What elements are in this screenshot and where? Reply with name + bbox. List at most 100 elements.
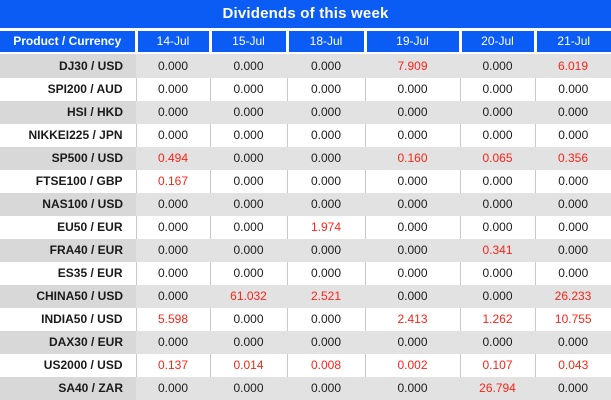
table-row: DAX30 / EUR 0.000 0.000 0.000 0.000 0.000 0.00… bbox=[0, 330, 611, 354]
dividend-value-cell: 0.000 bbox=[210, 100, 287, 124]
product-currency-cell: CHINA50 / USD bbox=[0, 284, 136, 308]
column-header-row: Product / Currency 14-Jul 15-Jul 18-Jul 19-… bbox=[0, 29, 611, 54]
product-currency-cell: NIKKEI225 / JPN bbox=[0, 123, 136, 147]
column-header-date: 14-Jul bbox=[134, 29, 210, 54]
dividend-value-cell: 0.000 bbox=[365, 284, 460, 308]
dividend-value-cell: 0.000 bbox=[535, 192, 611, 216]
dividend-value-cell: 0.000 bbox=[364, 261, 460, 285]
table-row: EU50 / EUR 0.000 0.000 1.974 0.000 0.000 0.000 bbox=[0, 215, 611, 239]
dividend-value-cell: 0.000 bbox=[535, 238, 611, 262]
table-body: DJ30 / USD 0.000 0.000 0.000 7.909 0.000 6.019… bbox=[0, 53, 611, 400]
dividend-value-cell: 0.000 bbox=[136, 376, 210, 400]
dividend-value-cell: 0.167 bbox=[135, 169, 210, 193]
dividend-value-cell: 0.000 bbox=[534, 215, 611, 239]
dividend-value-cell: 26.233 bbox=[535, 284, 611, 308]
dividend-value-cell: 0.065 bbox=[460, 146, 535, 170]
dividend-value-cell: 0.137 bbox=[135, 353, 210, 377]
dividend-value-cell: 26.794 bbox=[460, 376, 535, 400]
product-currency-cell: NAS100 / USD bbox=[0, 192, 136, 216]
dividend-value-cell: 0.000 bbox=[287, 192, 365, 216]
dividend-value-cell: 0.000 bbox=[534, 261, 611, 285]
dividend-value-cell: 0.000 bbox=[135, 77, 210, 101]
dividend-value-cell: 0.000 bbox=[365, 192, 460, 216]
table-title: Dividends of this week bbox=[0, 0, 611, 31]
table-row: FRA40 / EUR 0.000 0.000 0.000 0.000 0.341 0.00… bbox=[0, 238, 611, 262]
product-currency-cell: SA40 / ZAR bbox=[0, 376, 136, 400]
dividend-value-cell: 7.909 bbox=[365, 53, 460, 78]
dividend-value-cell: 0.000 bbox=[460, 53, 535, 78]
dividend-value-cell: 0.000 bbox=[209, 123, 287, 147]
dividend-value-cell: 0.000 bbox=[136, 192, 210, 216]
dividend-value-cell: 0.000 bbox=[460, 284, 535, 308]
dividend-value-cell: 0.000 bbox=[459, 169, 535, 193]
product-currency-cell: INDIA50 / USD bbox=[0, 307, 136, 331]
dividend-value-cell: 0.000 bbox=[534, 169, 611, 193]
dividend-value-cell: 0.000 bbox=[534, 77, 611, 101]
table-row: SPI200 / AUD 0.000 0.000 0.000 0.000 0.000 0.0… bbox=[0, 77, 611, 101]
product-currency-cell: SPI200 / AUD bbox=[0, 77, 136, 101]
dividend-value-cell: 0.000 bbox=[364, 169, 460, 193]
product-currency-cell: FRA40 / EUR bbox=[0, 238, 136, 262]
dividend-value-cell: 0.000 bbox=[286, 77, 365, 101]
dividend-value-cell: 5.598 bbox=[135, 307, 210, 331]
dividend-value-cell: 2.413 bbox=[364, 307, 460, 331]
dividend-value-cell: 0.000 bbox=[210, 238, 287, 262]
dividend-value-cell: 0.494 bbox=[136, 146, 210, 170]
dividend-value-cell: 1.974 bbox=[286, 215, 365, 239]
column-header-product-currency: Product / Currency bbox=[0, 29, 136, 54]
table-row: SA40 / ZAR 0.000 0.000 0.000 0.000 26.794 0.00… bbox=[0, 376, 611, 400]
table-row: CHINA50 / USD 0.000 61.032 2.521 0.000 0.000 2… bbox=[0, 284, 611, 308]
dividend-value-cell: 0.000 bbox=[287, 238, 365, 262]
dividend-value-cell: 0.000 bbox=[459, 123, 535, 147]
dividend-value-cell: 0.000 bbox=[460, 192, 535, 216]
column-header-date: 19-Jul bbox=[363, 29, 460, 54]
dividend-value-cell: 0.000 bbox=[287, 146, 365, 170]
dividend-value-cell: 0.002 bbox=[364, 353, 460, 377]
product-currency-cell: US2000 / USD bbox=[0, 353, 136, 377]
column-header-date: 18-Jul bbox=[285, 29, 365, 54]
dividend-value-cell: 2.521 bbox=[287, 284, 365, 308]
dividend-value-cell: 0.000 bbox=[460, 330, 535, 354]
dividend-value-cell: 0.000 bbox=[365, 376, 460, 400]
table-row: FTSE100 / GBP 0.167 0.000 0.000 0.000 0.000 0.… bbox=[0, 169, 611, 193]
dividend-value-cell: 0.000 bbox=[287, 330, 365, 354]
dividend-value-cell: 0.000 bbox=[135, 261, 210, 285]
dividend-value-cell: 6.019 bbox=[535, 53, 611, 78]
dividend-value-cell: 0.000 bbox=[136, 100, 210, 124]
dividend-value-cell: 0.000 bbox=[459, 215, 535, 239]
dividend-value-cell: 0.000 bbox=[460, 100, 535, 124]
dividend-value-cell: 0.000 bbox=[365, 238, 460, 262]
dividend-value-cell: 0.000 bbox=[135, 123, 210, 147]
dividend-value-cell: 0.000 bbox=[364, 77, 460, 101]
table-row: DJ30 / USD 0.000 0.000 0.000 7.909 0.000 6.019 bbox=[0, 53, 611, 78]
dividend-value-cell: 0.000 bbox=[136, 53, 210, 78]
dividend-value-cell: 0.160 bbox=[365, 146, 460, 170]
dividend-value-cell: 0.043 bbox=[534, 353, 611, 377]
dividend-value-cell: 0.000 bbox=[287, 100, 365, 124]
dividend-value-cell: 0.000 bbox=[459, 261, 535, 285]
dividend-value-cell: 0.000 bbox=[136, 238, 210, 262]
dividend-value-cell: 0.000 bbox=[210, 53, 287, 78]
dividend-value-cell: 0.356 bbox=[535, 146, 611, 170]
product-currency-cell: DJ30 / USD bbox=[0, 53, 136, 78]
product-currency-cell: ES35 / EUR bbox=[0, 261, 136, 285]
table-row: INDIA50 / USD 5.598 0.000 0.000 2.413 1.262 10… bbox=[0, 307, 611, 331]
dividend-value-cell: 0.000 bbox=[287, 376, 365, 400]
dividend-value-cell: 10.755 bbox=[534, 307, 611, 331]
dividend-value-cell: 0.000 bbox=[535, 100, 611, 124]
column-header-date: 15-Jul bbox=[208, 29, 287, 54]
dividend-value-cell: 0.000 bbox=[286, 169, 365, 193]
dividend-value-cell: 0.000 bbox=[459, 77, 535, 101]
table-title-row: Dividends of this week bbox=[0, 0, 611, 31]
table-row: HSI / HKD 0.000 0.000 0.000 0.000 0.000 0.000 bbox=[0, 100, 611, 124]
dividend-value-cell: 1.262 bbox=[459, 307, 535, 331]
dividend-value-cell: 0.000 bbox=[210, 376, 287, 400]
dividend-value-cell: 0.000 bbox=[209, 169, 287, 193]
dividend-value-cell: 0.000 bbox=[209, 261, 287, 285]
dividend-value-cell: 0.000 bbox=[535, 330, 611, 354]
dividend-value-cell: 0.000 bbox=[136, 330, 210, 354]
dividend-value-cell: 0.000 bbox=[534, 123, 611, 147]
dividend-value-cell: 0.000 bbox=[286, 123, 365, 147]
dividend-value-cell: 0.000 bbox=[286, 307, 365, 331]
